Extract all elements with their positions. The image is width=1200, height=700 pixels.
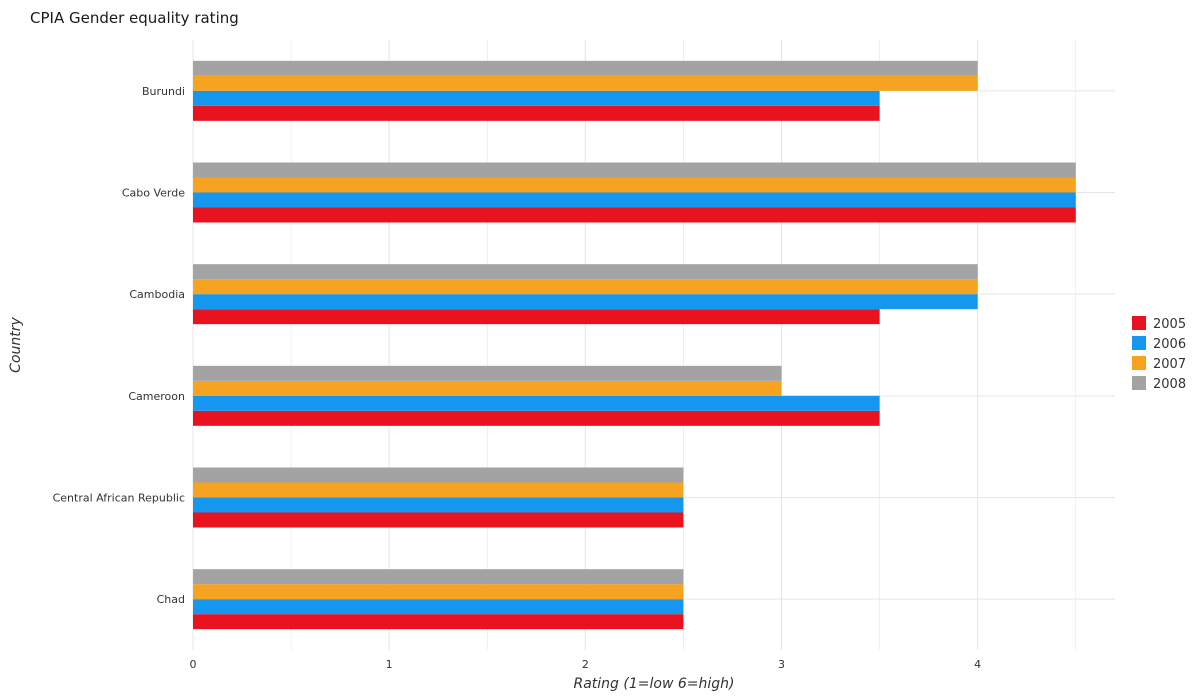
x-axis-label: Rating (1=low 6=high) [574, 676, 735, 692]
bar [193, 482, 684, 498]
legend-label: 2008 [1153, 377, 1186, 392]
bar [193, 584, 684, 600]
y-tick-label: Central African Republic [53, 492, 185, 505]
bar [193, 309, 880, 325]
x-tick-label: 2 [582, 658, 589, 671]
bar [193, 497, 684, 513]
ticks: 0 1 2 3 4 Burundi Cabo Verde Cambodia Cameroon Ce… [53, 85, 982, 671]
y-tick-label: Cambodia [129, 288, 185, 301]
bar [193, 467, 684, 483]
legend-label: 2006 [1153, 337, 1186, 352]
bar [193, 294, 978, 310]
bar [193, 177, 1076, 193]
bar [193, 75, 978, 91]
bar [193, 380, 782, 396]
bar [193, 192, 1076, 208]
bar [193, 207, 1076, 223]
legend-swatch [1132, 336, 1146, 350]
bar [193, 599, 684, 615]
bar [193, 395, 880, 411]
bar [193, 569, 684, 585]
x-tick-label: 4 [974, 658, 981, 671]
plot-area [193, 40, 1115, 650]
bars [193, 60, 1076, 630]
bar [193, 279, 978, 295]
bar [193, 60, 978, 76]
bar [193, 105, 880, 121]
y-tick-label: Burundi [142, 85, 185, 98]
legend-swatch [1132, 376, 1146, 390]
legend-swatch [1132, 356, 1146, 370]
chart-title: CPIA Gender equality rating [30, 9, 239, 27]
bar [193, 90, 880, 106]
x-tick-label: 1 [386, 658, 393, 671]
bar [193, 614, 684, 630]
legend-label: 2005 [1153, 317, 1186, 332]
legend: 2005 2006 2007 2008 [1132, 316, 1186, 392]
x-tick-label: 3 [778, 658, 785, 671]
y-axis-label: Country [8, 316, 24, 372]
bar [193, 410, 880, 426]
y-tick-label: Chad [157, 593, 185, 606]
y-tick-label: Cabo Verde [122, 187, 185, 200]
bar [193, 365, 782, 381]
bar [193, 512, 684, 528]
bar [193, 264, 978, 280]
bar [193, 162, 1076, 178]
legend-swatch [1132, 316, 1146, 330]
y-tick-label: Cameroon [128, 390, 185, 403]
x-tick-label: 0 [190, 658, 197, 671]
legend-label: 2007 [1153, 357, 1186, 372]
